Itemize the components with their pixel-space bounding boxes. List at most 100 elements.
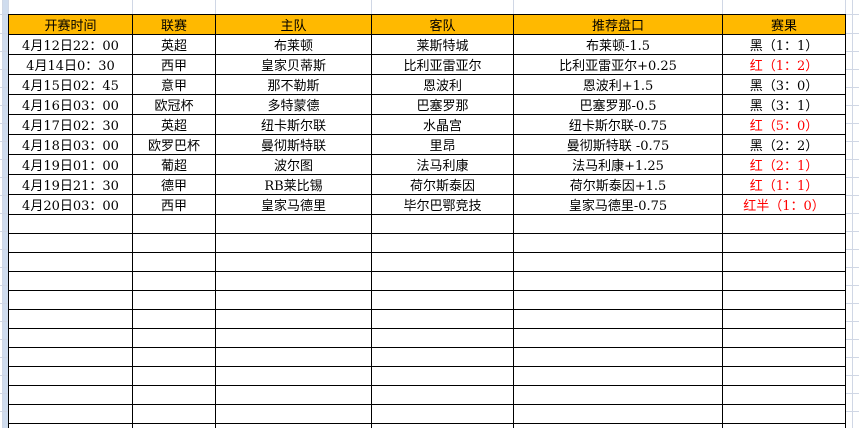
empty-cell[interactable]: [371, 290, 514, 310]
empty-cell[interactable]: [513, 214, 723, 234]
empty-cell[interactable]: [371, 214, 514, 234]
empty-cell[interactable]: [215, 271, 372, 291]
cell-away[interactable]: 莱斯特城: [371, 34, 514, 55]
cell-result[interactable]: 黑（1：1）: [722, 34, 846, 55]
empty-cell[interactable]: [371, 404, 514, 424]
empty-cell[interactable]: [722, 290, 846, 310]
cell-home[interactable]: 纽卡斯尔联: [215, 114, 372, 135]
empty-cell[interactable]: [722, 347, 846, 367]
cell-time[interactable]: 4月15日02：45: [8, 74, 133, 95]
empty-cell[interactable]: [8, 404, 133, 424]
empty-cell[interactable]: [132, 385, 216, 405]
empty-cell[interactable]: [8, 385, 133, 405]
cell-league[interactable]: 葡超: [132, 154, 216, 175]
cell-away[interactable]: 法马利康: [371, 154, 514, 175]
empty-cell[interactable]: [513, 366, 723, 386]
empty-cell[interactable]: [513, 404, 723, 424]
empty-cell[interactable]: [722, 404, 846, 424]
cell-result[interactable]: 红（1：2）: [722, 54, 846, 75]
empty-cell[interactable]: [8, 252, 133, 272]
empty-cell[interactable]: [132, 423, 216, 428]
cell-league[interactable]: 西甲: [132, 54, 216, 75]
empty-cell[interactable]: [371, 309, 514, 329]
empty-cell[interactable]: [215, 423, 372, 428]
header-kickoff-time[interactable]: 开赛时间: [8, 14, 133, 35]
cell-home[interactable]: 波尔图: [215, 154, 372, 175]
empty-cell[interactable]: [8, 423, 133, 428]
empty-cell[interactable]: [722, 385, 846, 405]
empty-cell[interactable]: [371, 347, 514, 367]
empty-cell[interactable]: [132, 290, 216, 310]
empty-cell[interactable]: [513, 385, 723, 405]
cell-time[interactable]: 4月12日22：00: [8, 34, 133, 55]
empty-cell[interactable]: [8, 233, 133, 253]
empty-cell[interactable]: [722, 366, 846, 386]
empty-cell[interactable]: [513, 423, 723, 428]
cell-handicap[interactable]: 荷尔斯泰因+1.5: [513, 174, 723, 195]
empty-cell[interactable]: [8, 366, 133, 386]
cell-time[interactable]: 4月19日21：30: [8, 174, 133, 195]
cell-home[interactable]: 曼彻斯特联: [215, 134, 372, 155]
cell-handicap[interactable]: 纽卡斯尔联-0.75: [513, 114, 723, 135]
empty-cell[interactable]: [132, 252, 216, 272]
cell-league[interactable]: 德甲: [132, 174, 216, 195]
empty-cell[interactable]: [371, 423, 514, 428]
cell-time[interactable]: 4月14日0：30: [8, 54, 133, 75]
empty-cell[interactable]: [371, 252, 514, 272]
empty-cell[interactable]: [132, 214, 216, 234]
cell-home[interactable]: RB莱比锡: [215, 174, 372, 195]
cell-result[interactable]: 红（1：1）: [722, 174, 846, 195]
empty-cell[interactable]: [722, 214, 846, 234]
empty-cell[interactable]: [513, 252, 723, 272]
cell-time[interactable]: 4月16日03：00: [8, 94, 133, 115]
cell-home[interactable]: 皇家贝蒂斯: [215, 54, 372, 75]
empty-cell[interactable]: [215, 385, 372, 405]
empty-cell[interactable]: [132, 328, 216, 348]
cell-time[interactable]: 4月18日03：00: [8, 134, 133, 155]
empty-cell[interactable]: [371, 233, 514, 253]
empty-cell[interactable]: [215, 328, 372, 348]
empty-cell[interactable]: [215, 214, 372, 234]
cell-result[interactable]: 红（2：1）: [722, 154, 846, 175]
empty-cell[interactable]: [722, 309, 846, 329]
cell-away[interactable]: 恩波利: [371, 74, 514, 95]
empty-cell[interactable]: [8, 328, 133, 348]
cell-league[interactable]: 西甲: [132, 194, 216, 215]
cell-handicap[interactable]: 比利亚雷亚尔+0.25: [513, 54, 723, 75]
empty-cell[interactable]: [513, 347, 723, 367]
empty-cell[interactable]: [215, 366, 372, 386]
empty-cell[interactable]: [722, 233, 846, 253]
empty-cell[interactable]: [215, 404, 372, 424]
cell-result[interactable]: 红（5：0）: [722, 114, 846, 135]
empty-cell[interactable]: [215, 290, 372, 310]
header-home-team[interactable]: 主队: [215, 14, 372, 35]
empty-cell[interactable]: [371, 385, 514, 405]
cell-result[interactable]: 黑（3：1）: [722, 94, 846, 115]
empty-cell[interactable]: [132, 366, 216, 386]
cell-result[interactable]: 黑（2：2）: [722, 134, 846, 155]
cell-handicap[interactable]: 布莱顿-1.5: [513, 34, 723, 55]
cell-away[interactable]: 毕尔巴鄂竞技: [371, 194, 514, 215]
cell-league[interactable]: 意甲: [132, 74, 216, 95]
cell-home[interactable]: 那不勒斯: [215, 74, 372, 95]
empty-cell[interactable]: [215, 233, 372, 253]
empty-cell[interactable]: [132, 309, 216, 329]
empty-cell[interactable]: [722, 423, 846, 428]
empty-cell[interactable]: [513, 233, 723, 253]
empty-cell[interactable]: [513, 328, 723, 348]
empty-cell[interactable]: [8, 271, 133, 291]
cell-handicap[interactable]: 法马利康+1.25: [513, 154, 723, 175]
cell-time[interactable]: 4月17日02：30: [8, 114, 133, 135]
cell-time[interactable]: 4月19日01：00: [8, 154, 133, 175]
cell-result[interactable]: 黑（3：0）: [722, 74, 846, 95]
cell-home[interactable]: 皇家马德里: [215, 194, 372, 215]
header-away-team[interactable]: 客队: [371, 14, 514, 35]
cell-home[interactable]: 布莱顿: [215, 34, 372, 55]
empty-cell[interactable]: [371, 366, 514, 386]
cell-home[interactable]: 多特蒙德: [215, 94, 372, 115]
empty-cell[interactable]: [722, 271, 846, 291]
cell-league[interactable]: 英超: [132, 34, 216, 55]
cell-handicap[interactable]: 皇家马德里-0.75: [513, 194, 723, 215]
header-handicap[interactable]: 推荐盘口: [513, 14, 723, 35]
empty-cell[interactable]: [132, 347, 216, 367]
